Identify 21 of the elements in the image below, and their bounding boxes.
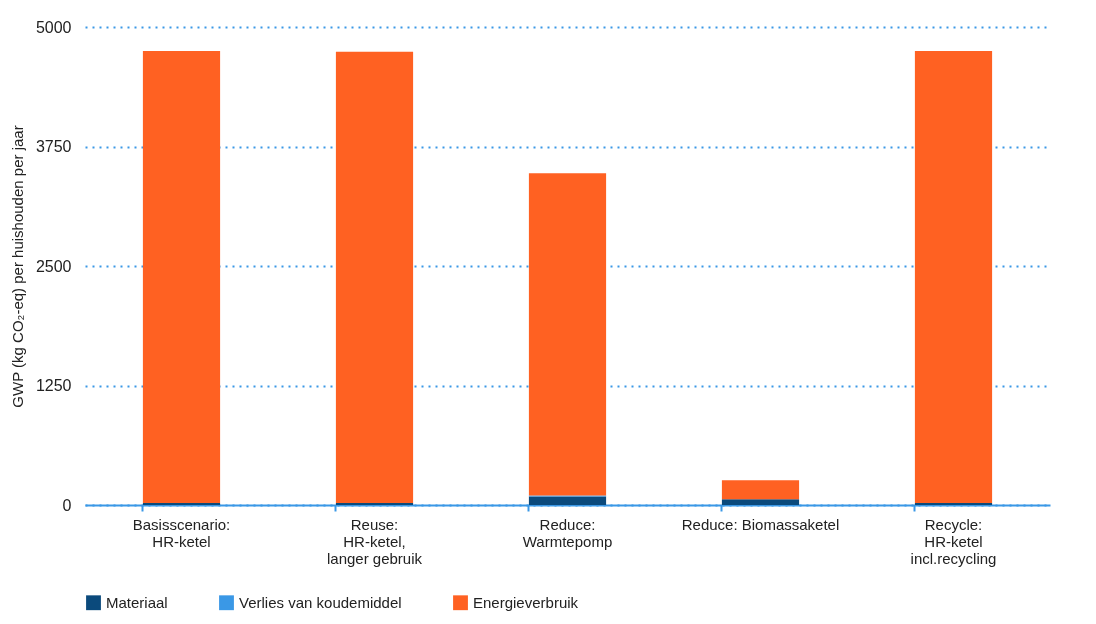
bar — [142, 50, 221, 504]
bar — [914, 50, 993, 504]
y-tick-label: 3750 — [35, 138, 72, 155]
bar — [721, 499, 800, 505]
legend-label: Verlies van koudemiddel — [239, 593, 402, 611]
y-axis-title: GWP (kg CO₂-eq) per huishouden per jaar — [8, 125, 26, 408]
bar — [528, 173, 607, 496]
bar — [528, 496, 607, 505]
x-tick-label: Reduce: Biomassaketel — [681, 515, 840, 533]
y-tick-label: 0 — [62, 496, 72, 514]
y-tick-label: 2500 — [35, 257, 72, 275]
y-tick-label: 5000 — [35, 18, 72, 36]
y-tick-label: 1250 — [35, 377, 72, 394]
x-tick-label: Reuse: HR-ketel, langer gebruik — [326, 515, 423, 567]
x-tick-label: Recycle: HR-ketel incl.recycling — [910, 515, 997, 567]
bar — [721, 480, 800, 500]
x-tick-label: Reduce: Warmtepomp — [522, 515, 613, 550]
x-tick-label: Basisscenario: HR-ketel — [132, 515, 231, 550]
bar — [335, 51, 414, 504]
legend-label: Energieverbruik — [473, 593, 579, 611]
legend-label: Materiaal — [106, 593, 168, 611]
